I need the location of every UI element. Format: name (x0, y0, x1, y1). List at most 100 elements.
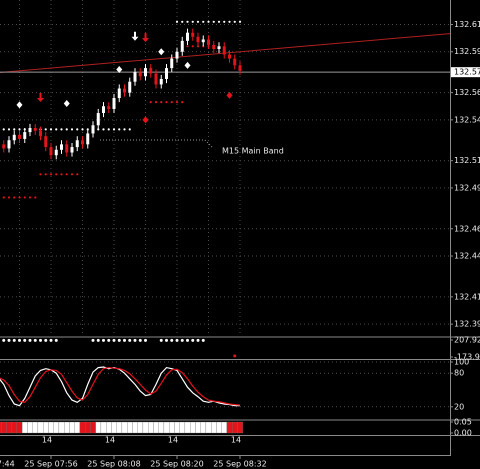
indicator-dot (44, 338, 48, 342)
candle-body (102, 106, 105, 114)
indicator-dot (12, 338, 16, 342)
state-block (85, 421, 91, 434)
x-tick-label: 25 Sep 07:56 (24, 460, 77, 469)
state-block (221, 421, 228, 434)
candle-body (149, 68, 153, 74)
state-block (226, 421, 233, 434)
state-block (179, 421, 186, 434)
level-dot (18, 196, 21, 199)
candle-body (222, 46, 226, 55)
candle-body (165, 68, 168, 79)
indicator-dot (144, 338, 147, 342)
level-dot (196, 20, 200, 23)
level-dot (86, 128, 89, 131)
level-dot (55, 173, 58, 176)
state-block (21, 421, 28, 434)
indicator-dot (23, 338, 27, 342)
y-tick-label: 80 (454, 369, 464, 378)
level-dot (44, 128, 47, 131)
state-block (48, 421, 54, 434)
candle-body (12, 134, 16, 141)
level-dot (160, 101, 163, 104)
level-dot (2, 196, 5, 199)
signal-arrow (142, 33, 149, 43)
signal-diamond (116, 65, 123, 73)
y-tick-label: 20 (454, 402, 464, 411)
indicator-dot (175, 338, 179, 342)
state-block (147, 421, 154, 434)
signal-diamond (142, 116, 149, 124)
level-dot (149, 101, 152, 104)
state-block (69, 421, 75, 434)
band-leader (100, 139, 214, 149)
level-dot (123, 128, 126, 131)
indicator-dot (112, 338, 116, 342)
state-block (200, 421, 207, 434)
level-dot (191, 45, 194, 48)
state-block (111, 421, 117, 434)
level-dot (34, 196, 37, 199)
level-dot (223, 20, 226, 23)
candle-body (86, 133, 90, 145)
level-dot (76, 128, 79, 131)
y-tick-label: 132.46 (454, 224, 480, 233)
signal-diamond (184, 61, 191, 69)
level-dot (70, 128, 74, 131)
y-tick-label: 100 (454, 358, 469, 367)
state-block (58, 421, 65, 434)
state-block (32, 421, 39, 434)
candle-body (217, 46, 221, 50)
level-dot (76, 173, 79, 176)
level-dot (65, 173, 68, 176)
indicator-dot (18, 338, 21, 342)
candle-body (133, 72, 137, 82)
indicator-dot (138, 338, 142, 342)
candle-body (23, 132, 27, 139)
state-block (121, 421, 128, 434)
level-dot (44, 173, 47, 176)
state-block (216, 421, 222, 434)
candle-body (180, 40, 184, 52)
signal-diamond (158, 48, 165, 56)
state-block (116, 421, 123, 434)
indicator-dot (159, 338, 163, 342)
indicator-dot (102, 338, 105, 342)
indicator-dot (191, 338, 195, 342)
state-block (0, 421, 2, 434)
candle-body (233, 58, 237, 66)
state-block (163, 421, 170, 434)
level-dot (186, 45, 189, 48)
y-tick-label: 132.59 (454, 47, 480, 56)
y-tick-label: 132.39 (454, 320, 480, 329)
level-dot (49, 128, 53, 131)
candle-body (128, 81, 132, 93)
state-block (158, 421, 165, 434)
candle-body (138, 72, 142, 77)
candle-body (117, 88, 121, 99)
state-block (79, 421, 86, 434)
indicator-dot (123, 338, 126, 342)
level-dot (65, 128, 68, 131)
state-block (153, 421, 159, 434)
level-dot (233, 20, 236, 23)
level-dot (13, 128, 16, 131)
state-block (90, 421, 96, 434)
y-tick-label: 132.61 (454, 20, 480, 29)
candle-body (170, 58, 174, 69)
level-dot (207, 20, 210, 23)
current-price-box (451, 67, 480, 78)
state-block (95, 421, 102, 434)
candle-body (238, 65, 242, 71)
state-block (205, 421, 212, 434)
candle-body (228, 54, 231, 59)
level-dot (217, 20, 221, 23)
x-tick-label: 25 Sep 08:20 (150, 460, 203, 469)
candle-body (107, 106, 111, 109)
candle-body (33, 128, 37, 131)
y-tick-label: 132.51 (454, 156, 480, 165)
indicator-dot (117, 338, 121, 342)
state-block (11, 421, 18, 434)
indicator-dot (28, 338, 32, 342)
indicator-dot (39, 338, 42, 342)
